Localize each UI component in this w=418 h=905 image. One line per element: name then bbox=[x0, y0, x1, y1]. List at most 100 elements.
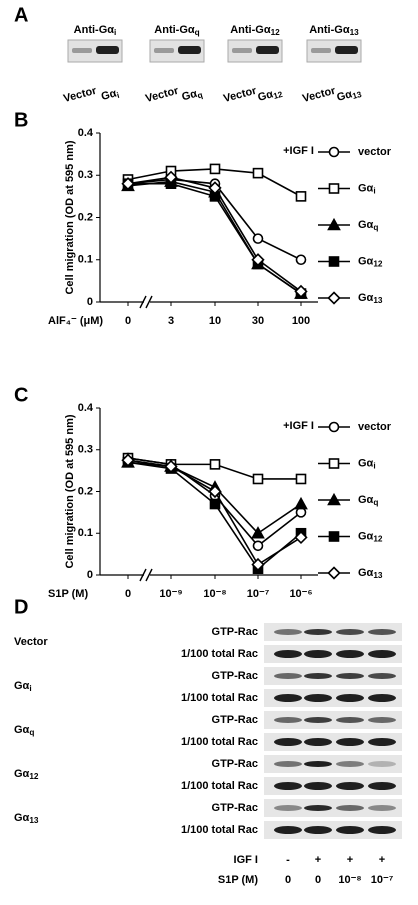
condition-value: 0 bbox=[315, 874, 321, 886]
blot bbox=[264, 667, 402, 685]
annotation: +IGF I bbox=[283, 145, 314, 157]
group-label: Gαq bbox=[14, 724, 34, 737]
condition-value: 0 bbox=[285, 874, 291, 886]
band bbox=[274, 738, 302, 746]
marker bbox=[327, 566, 341, 580]
band bbox=[304, 805, 332, 811]
band bbox=[304, 738, 332, 746]
row-label: GTP-Rac bbox=[212, 714, 258, 726]
x-tick-label: 30 bbox=[252, 315, 264, 327]
band bbox=[368, 717, 396, 723]
band bbox=[336, 782, 364, 790]
marker bbox=[209, 498, 221, 510]
lane-label: Gαi bbox=[100, 87, 120, 104]
marker bbox=[295, 254, 307, 266]
condition-value: - bbox=[286, 854, 290, 866]
marker bbox=[327, 217, 341, 231]
x-tick-label: 10⁻⁷ bbox=[247, 588, 270, 600]
lane-label: Vector bbox=[301, 85, 337, 105]
marker bbox=[328, 421, 340, 433]
condition-label: IGF I bbox=[234, 854, 258, 866]
y-tick-label: 0.1 bbox=[78, 254, 93, 266]
marker bbox=[252, 233, 264, 244]
marker bbox=[328, 146, 340, 158]
condition-value: + bbox=[315, 854, 321, 866]
band bbox=[304, 673, 332, 679]
group-label: Gαi bbox=[14, 680, 32, 693]
blot bbox=[264, 689, 402, 707]
legend-label: Gα13 bbox=[358, 292, 383, 305]
band bbox=[304, 761, 332, 767]
band bbox=[178, 46, 201, 54]
band bbox=[274, 717, 302, 723]
band bbox=[368, 761, 396, 767]
marker bbox=[209, 163, 221, 175]
marker bbox=[251, 253, 265, 267]
row-label: 1/100 total Rac bbox=[181, 736, 258, 748]
panel-label: B bbox=[14, 109, 28, 131]
band bbox=[304, 782, 332, 790]
lane-label: Vector bbox=[62, 85, 98, 105]
axis-break-gap bbox=[144, 569, 150, 581]
marker bbox=[327, 492, 341, 506]
legend-label: Gαi bbox=[358, 182, 376, 195]
band bbox=[274, 782, 302, 790]
antibody-label: Anti-Gα13 bbox=[309, 24, 359, 37]
condition-value: + bbox=[379, 854, 385, 866]
band bbox=[368, 694, 396, 702]
marker bbox=[327, 291, 341, 305]
legend-label: Gα13 bbox=[358, 567, 383, 580]
band bbox=[274, 761, 302, 767]
x-tick-label: 10 bbox=[209, 315, 221, 327]
band bbox=[72, 48, 92, 53]
band bbox=[336, 673, 364, 679]
row-label: GTP-Rac bbox=[212, 802, 258, 814]
marker bbox=[252, 473, 264, 485]
band bbox=[368, 629, 396, 635]
blot bbox=[306, 39, 362, 63]
band bbox=[304, 629, 332, 635]
y-tick-label: 0 bbox=[87, 296, 93, 308]
band bbox=[274, 805, 302, 811]
row-label: GTP-Rac bbox=[212, 626, 258, 638]
marker bbox=[295, 473, 307, 485]
band bbox=[274, 650, 302, 658]
marker bbox=[328, 458, 340, 469]
band bbox=[368, 826, 396, 834]
row-label: 1/100 total Rac bbox=[181, 824, 258, 836]
group-label: Gα12 bbox=[14, 768, 39, 781]
legend-label: vector bbox=[358, 421, 392, 433]
y-tick-label: 0.4 bbox=[78, 402, 94, 414]
band bbox=[274, 694, 302, 702]
row-label: 1/100 total Rac bbox=[181, 648, 258, 660]
marker bbox=[294, 496, 308, 510]
group-label: Vector bbox=[14, 636, 48, 648]
x-tick-label: 10⁻⁹ bbox=[159, 588, 182, 600]
marker bbox=[209, 459, 221, 470]
lane-label: Gαq bbox=[181, 86, 204, 104]
band bbox=[368, 782, 396, 790]
antibody-label: Anti-Gαq bbox=[154, 24, 199, 37]
band bbox=[336, 629, 364, 635]
y-tick-label: 0.1 bbox=[78, 527, 93, 539]
blot bbox=[264, 821, 402, 839]
band bbox=[336, 738, 364, 746]
band bbox=[336, 826, 364, 834]
band bbox=[304, 826, 332, 834]
band bbox=[368, 805, 396, 811]
marker bbox=[164, 459, 178, 474]
marker bbox=[294, 284, 308, 299]
x-tick-label: 10⁻⁶ bbox=[289, 588, 312, 600]
band bbox=[335, 46, 358, 54]
antibody-label: Anti-Gα12 bbox=[230, 24, 280, 37]
blot bbox=[264, 711, 402, 729]
condition-value: + bbox=[347, 854, 353, 866]
legend-label: vector bbox=[358, 146, 392, 158]
x-tick-label: 100 bbox=[292, 315, 310, 327]
band bbox=[274, 826, 302, 834]
band bbox=[304, 694, 332, 702]
band bbox=[368, 738, 396, 746]
condition-label: S1P (M) bbox=[218, 874, 258, 886]
band bbox=[336, 717, 364, 723]
